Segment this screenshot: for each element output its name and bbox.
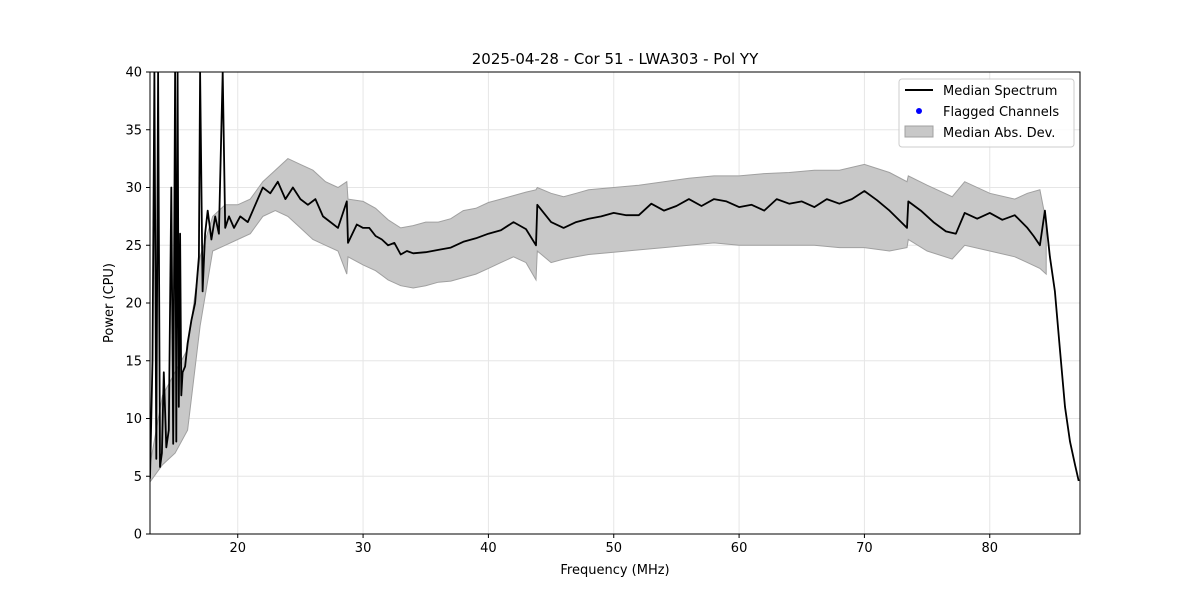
x-axis-ticks: 20 30 40 50 60 70 80 [229,534,998,556]
y-tick-label: 15 [125,354,142,369]
y-tick-label: 10 [125,412,142,427]
x-tick-label: 40 [480,541,497,556]
legend-label-flagged-channels: Flagged Channels [943,105,1059,120]
x-axis-label: Frequency (MHz) [560,563,669,578]
median-spectrum-line [150,72,1080,482]
y-axis-ticks: 0 5 10 15 20 25 30 35 40 [125,66,150,543]
legend-label-median-spectrum: Median Spectrum [943,84,1057,99]
legend-box [898,78,1075,148]
y-axis-label: Power (CPU) [102,263,117,343]
x-tick-label: 70 [856,541,873,556]
median-line-layer [150,72,1080,482]
x-tick-label: 30 [355,541,372,556]
y-tick-label: 5 [134,470,142,485]
mad-band-layer [150,158,1047,483]
y-tick-label: 25 [125,239,142,254]
mad-band [150,158,1047,483]
x-tick-label: 20 [229,541,246,556]
chart-title: 2025-04-28 - Cor 51 - LWA303 - Pol YY [472,50,759,68]
y-tick-label: 20 [125,297,142,312]
legend-label-median-abs-dev: Median Abs. Dev. [943,126,1055,141]
legend: Median Spectrum Flagged Channels Median … [898,78,1075,148]
legend-marker-swatch [916,108,922,114]
x-tick-label: 80 [981,541,998,556]
x-tick-label: 60 [731,541,748,556]
y-tick-label: 0 [134,528,142,543]
y-tick-label: 40 [125,66,142,81]
y-tick-label: 35 [125,123,142,138]
x-tick-label: 50 [605,541,622,556]
y-tick-label: 30 [125,181,142,196]
legend-band-swatch [904,125,934,138]
